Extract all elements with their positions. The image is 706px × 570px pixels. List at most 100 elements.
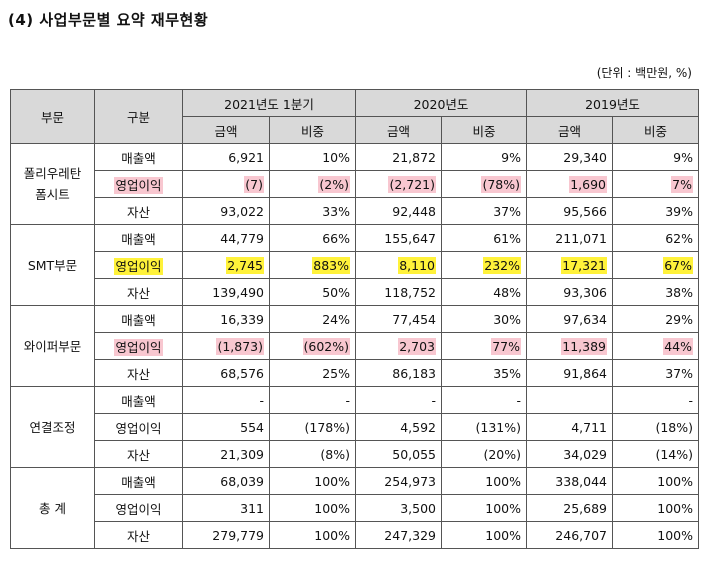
table-row: 자산 139,490 50% 118,752 48% 93,306 38% bbox=[11, 278, 699, 306]
amount-cell: 247,329 bbox=[355, 521, 442, 549]
amount-cell: 554 bbox=[182, 413, 270, 441]
ratio-cell: 38% bbox=[612, 278, 699, 306]
ratio-cell: (2%) bbox=[269, 170, 356, 198]
cell-value: 311 bbox=[240, 500, 264, 516]
amount-cell: - bbox=[182, 386, 270, 414]
cell-value: - bbox=[345, 392, 350, 408]
amount-cell: (2,721) bbox=[355, 170, 442, 198]
amount-cell: 93,306 bbox=[526, 278, 613, 306]
table-row: 영업이익 311 100% 3,500 100% 25,689 100% bbox=[11, 494, 699, 522]
ratio-cell: 100% bbox=[441, 494, 527, 522]
ratio-cell: 61% bbox=[441, 224, 527, 252]
cell-value: 25% bbox=[322, 365, 350, 381]
ratio-cell: 100% bbox=[269, 494, 356, 522]
cell-value: (2%) bbox=[318, 175, 350, 193]
segment-name: 와이퍼부문 bbox=[10, 305, 95, 387]
ratio-cell: 100% bbox=[269, 521, 356, 549]
amount-cell: 139,490 bbox=[182, 278, 270, 306]
table-row: 영업이익 (1,873) (602%) 2,703 77% 11,389 44% bbox=[11, 332, 699, 360]
amount-cell: 95,566 bbox=[526, 197, 613, 225]
segment-name-line: 총 계 bbox=[39, 500, 66, 516]
segment-name: 총 계 bbox=[10, 467, 95, 549]
ratio-cell: (14%) bbox=[612, 440, 699, 468]
cell-value: 6,921 bbox=[228, 149, 264, 165]
header-category: 구분 bbox=[94, 89, 183, 144]
cell-value: 11,389 bbox=[561, 337, 607, 355]
amount-cell: 1,690 bbox=[526, 170, 613, 198]
row-label-text: 영업이익 bbox=[114, 257, 163, 275]
table-row: SMT부문 매출액 44,779 66% 155,647 61% 211,071 62% bbox=[10, 224, 699, 306]
row-label: 영업이익 bbox=[94, 170, 183, 198]
amount-cell: 21,872 bbox=[355, 143, 442, 171]
cell-value: 50,055 bbox=[392, 446, 436, 462]
amount-cell: 155,647 bbox=[355, 224, 442, 252]
cell-value: (2,721) bbox=[388, 175, 436, 193]
cell-value: 34,029 bbox=[563, 446, 607, 462]
ratio-cell: 67% bbox=[612, 251, 699, 279]
cell-value: 35% bbox=[493, 365, 521, 381]
unit-label: (단위 : 백만원, %) bbox=[596, 66, 692, 80]
amount-cell: 34,029 bbox=[526, 440, 613, 468]
ratio-cell: 232% bbox=[441, 251, 527, 279]
row-label: 자산 bbox=[94, 440, 183, 468]
ratio-cell: 100% bbox=[612, 494, 699, 522]
row-label-text: 매출액 bbox=[121, 474, 156, 490]
cell-value: 8,110 bbox=[398, 256, 436, 274]
ratio-cell: 25% bbox=[269, 359, 356, 387]
amount-cell: (7) bbox=[182, 170, 270, 198]
cell-value: 61% bbox=[493, 230, 521, 246]
segment-name: SMT부문 bbox=[10, 224, 95, 306]
amount-cell: 279,779 bbox=[182, 521, 270, 549]
ratio-cell: 9% bbox=[612, 143, 699, 171]
cell-value: 100% bbox=[657, 473, 693, 489]
amount-cell: 97,634 bbox=[526, 305, 613, 333]
segment-name-line: 폼시트 bbox=[35, 187, 70, 202]
cell-value: - bbox=[516, 392, 521, 408]
cell-value: 254,973 bbox=[384, 473, 436, 489]
table-row: 영업이익 554 (178%) 4,592 (131%) 4,711 (18%) bbox=[11, 413, 699, 441]
row-label: 자산 bbox=[94, 197, 183, 225]
cell-value: 9% bbox=[673, 149, 693, 165]
cell-value: 100% bbox=[657, 527, 693, 543]
amount-cell: 92,448 bbox=[355, 197, 442, 225]
cell-value: 25,689 bbox=[563, 500, 607, 516]
header-amount: 금액 bbox=[182, 116, 270, 144]
row-label-text: 자산 bbox=[126, 285, 150, 301]
table-row: 자산 21,309 (8%) 50,055 (20%) 34,029 (14%) bbox=[11, 440, 699, 468]
cell-value: 93,022 bbox=[220, 203, 264, 219]
header-ratio: 비중 bbox=[269, 116, 356, 144]
cell-value: 155,647 bbox=[384, 230, 436, 246]
table-row: 총 계 매출액 68,039 100% 254,973 100% 338,044 100% bbox=[10, 467, 699, 549]
row-label: 매출액 bbox=[94, 224, 183, 252]
table-row: 자산 68,576 25% 86,183 35% 91,864 37% bbox=[11, 359, 699, 387]
ratio-cell: 100% bbox=[441, 467, 527, 495]
ratio-cell: 10% bbox=[269, 143, 356, 171]
table-row: 자산 93,022 33% 92,448 37% 95,566 39% bbox=[11, 197, 699, 225]
cell-value: 4,592 bbox=[400, 419, 436, 435]
cell-value: 2,745 bbox=[226, 256, 264, 274]
amount-cell: 93,022 bbox=[182, 197, 270, 225]
header-amount: 금액 bbox=[355, 116, 442, 144]
row-label: 영업이익 bbox=[94, 251, 183, 279]
cell-value: 883% bbox=[312, 256, 350, 274]
ratio-cell: 48% bbox=[441, 278, 527, 306]
ratio-cell: (602%) bbox=[269, 332, 356, 360]
row-label-text: 영업이익 bbox=[115, 420, 162, 436]
ratio-cell: 35% bbox=[441, 359, 527, 387]
amount-cell: 4,592 bbox=[355, 413, 442, 441]
cell-value: 3,500 bbox=[400, 500, 436, 516]
amount-cell: 311 bbox=[182, 494, 270, 522]
cell-value: (7) bbox=[244, 175, 264, 193]
cell-value: 92,448 bbox=[392, 203, 436, 219]
amount-cell: 118,752 bbox=[355, 278, 442, 306]
cell-value: 37% bbox=[665, 365, 693, 381]
amount-cell: 254,973 bbox=[355, 467, 442, 495]
ratio-cell: 44% bbox=[612, 332, 699, 360]
amount-cell: 91,864 bbox=[526, 359, 613, 387]
amount-cell: 8,110 bbox=[355, 251, 442, 279]
ratio-cell: 50% bbox=[269, 278, 356, 306]
cell-value: 77,454 bbox=[392, 311, 436, 327]
cell-value: 100% bbox=[485, 473, 521, 489]
amount-cell: 29,340 bbox=[526, 143, 613, 171]
cell-value: 4,711 bbox=[571, 419, 607, 435]
